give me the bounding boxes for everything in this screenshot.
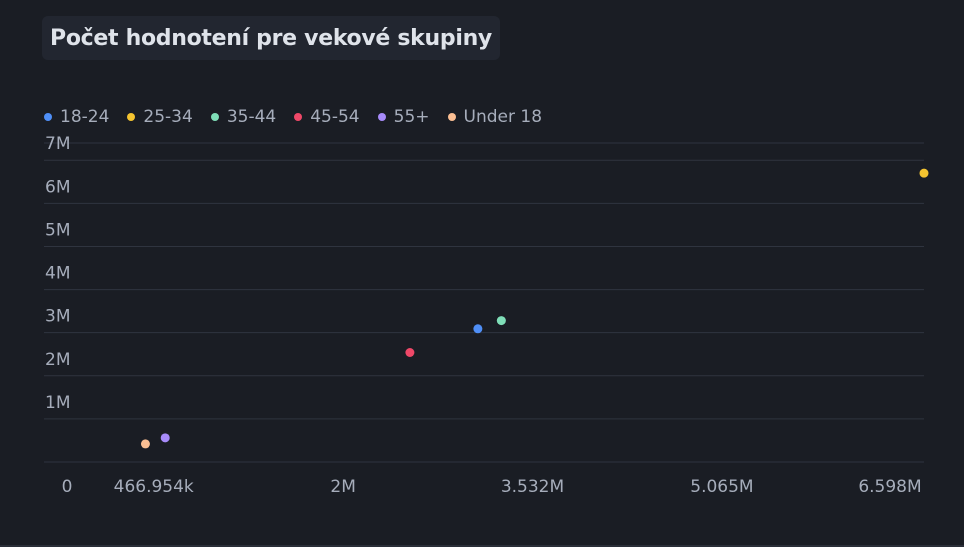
data-point[interactable]: [405, 348, 415, 358]
legend-label: 18-24: [60, 107, 110, 127]
legend-label: Under 18: [463, 107, 543, 127]
legend-dot-icon: [210, 113, 219, 121]
legend: 18-24 25-34 35-44 45-54 55+ Under 18: [44, 107, 542, 127]
y-tick-label: 5M: [45, 220, 70, 240]
data-point[interactable]: [160, 433, 170, 443]
y-tick-label: 6M: [45, 177, 70, 197]
legend-label: 35-44: [226, 107, 277, 127]
legend-item[interactable]: 18-24: [44, 107, 109, 127]
x-tick-label: 0: [62, 477, 73, 497]
legend-item[interactable]: 45-54: [294, 107, 360, 127]
legend-label: 55+: [393, 107, 430, 127]
legend-dot-icon: [127, 113, 136, 121]
legend-label: 25-34: [143, 107, 193, 127]
legend-item[interactable]: 55+: [377, 107, 430, 127]
legend-item[interactable]: 35-44: [210, 107, 277, 127]
data-point[interactable]: [919, 168, 929, 178]
chart-title: Počet hodnotení pre vekové skupiny: [50, 25, 492, 51]
legend-dot-icon: [377, 113, 386, 121]
data-point[interactable]: [473, 324, 483, 334]
legend-item[interactable]: 25-34: [127, 107, 193, 127]
y-tick-label: 2M: [45, 350, 70, 370]
legend-dot-icon: [294, 113, 303, 121]
x-tick-label: 5.065M: [690, 477, 753, 497]
chart-title-box: Počet hodnotení pre vekové skupiny: [42, 16, 500, 60]
x-tick-label: 6.598M: [858, 477, 921, 497]
x-tick-label: 466.954k: [114, 477, 194, 497]
y-tick-label: 3M: [45, 307, 70, 327]
legend-label: 45-54: [310, 107, 360, 127]
y-tick-label: 4M: [45, 264, 70, 284]
x-tick-label: 3.532M: [501, 477, 564, 497]
y-tick-label: 1M: [45, 393, 70, 413]
y-tick-label: 7M: [45, 134, 70, 154]
legend-item[interactable]: Under 18: [447, 107, 543, 127]
data-point[interactable]: [140, 439, 150, 449]
bottom-divider: [0, 545, 964, 547]
x-tick-label: 2M: [330, 477, 355, 497]
legend-dot-icon: [447, 113, 456, 121]
data-point[interactable]: [496, 316, 506, 326]
legend-dot-icon: [44, 113, 52, 121]
